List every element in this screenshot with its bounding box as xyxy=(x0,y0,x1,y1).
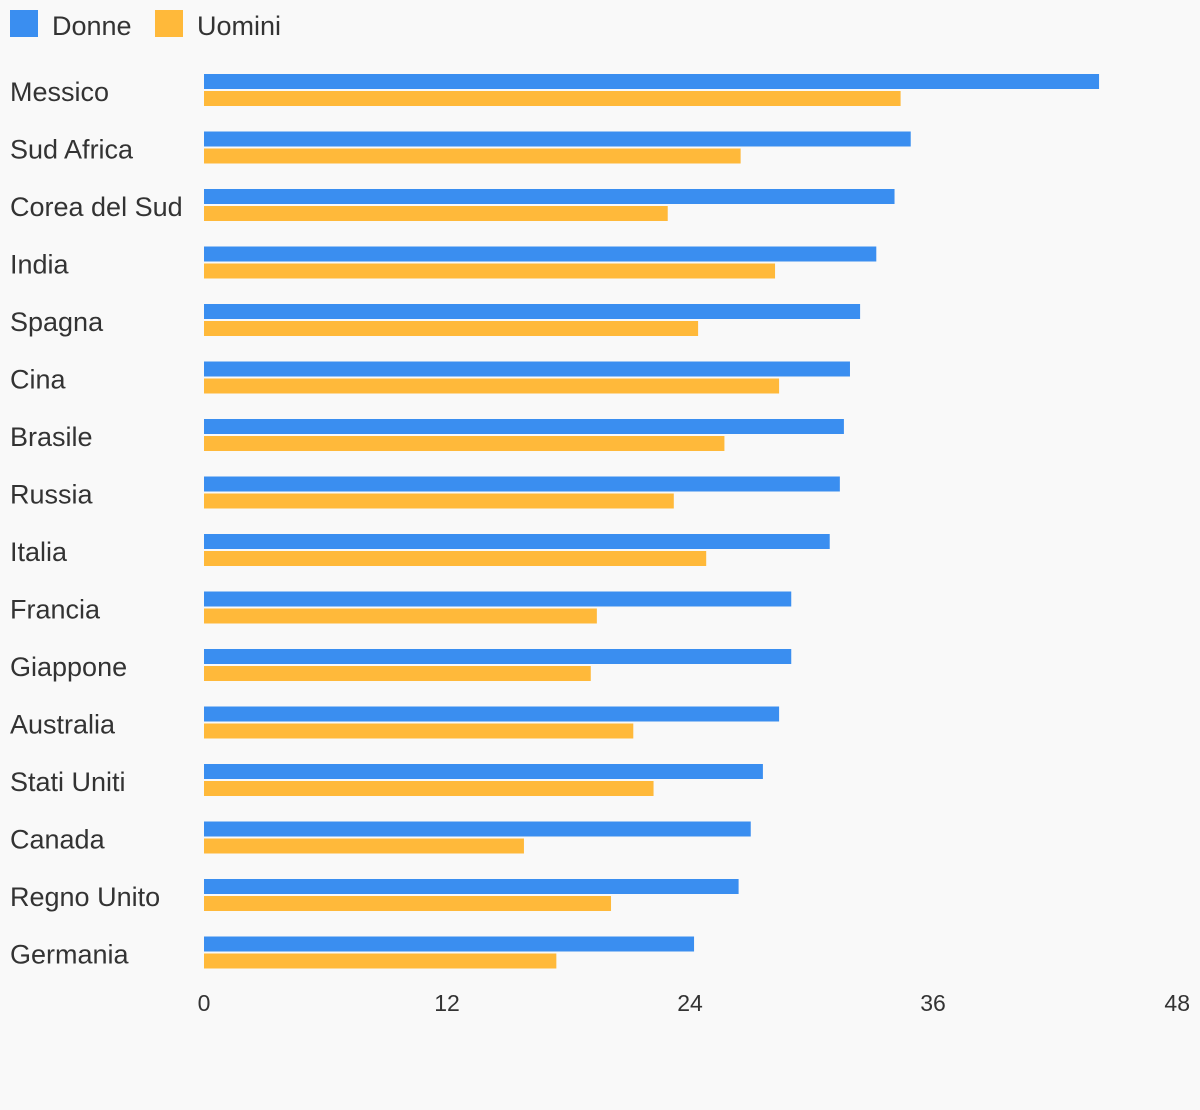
legend-label-uomini: Uomini xyxy=(197,11,281,41)
category-label: Canada xyxy=(10,825,106,855)
x-tick-label: 36 xyxy=(920,990,946,1016)
bar-uomini xyxy=(204,493,674,509)
category-labels: Messico Sud Africa Corea del Sud India Spagn… xyxy=(10,77,183,970)
bar-uomini xyxy=(204,953,557,969)
bar-donne xyxy=(204,534,830,549)
category-label: Sud Africa xyxy=(10,135,134,165)
bar-donne xyxy=(204,821,751,837)
category-label: Corea del Sud xyxy=(10,192,183,222)
x-tick-label: 48 xyxy=(1164,990,1190,1016)
bar-uomini xyxy=(204,781,654,796)
bar-uomini xyxy=(204,263,776,279)
category-label: Spagna xyxy=(10,307,104,337)
bar-uomini xyxy=(204,321,699,336)
category-label: Cina xyxy=(10,365,67,395)
bar-donne xyxy=(204,74,1100,89)
category-label: Australia xyxy=(10,710,116,740)
category-label: Russia xyxy=(10,480,94,510)
bar-uomini xyxy=(204,91,901,106)
bar-uomini xyxy=(204,551,707,566)
x-tick-label: 0 xyxy=(198,990,211,1016)
category-label: Stati Uniti xyxy=(10,767,126,797)
bar-donne xyxy=(204,591,792,607)
bar-donne xyxy=(204,764,763,779)
bar-donne xyxy=(204,131,911,147)
bar-donne xyxy=(204,706,780,722)
category-label: Messico xyxy=(10,77,109,107)
bar-donne xyxy=(204,649,792,664)
legend: Donne Uomini xyxy=(10,10,281,41)
bar-uomini xyxy=(204,436,725,451)
category-label: India xyxy=(10,250,70,280)
category-label: Italia xyxy=(10,537,68,567)
bar-donne xyxy=(204,189,895,204)
bar-donne xyxy=(204,361,850,377)
bar-uomini xyxy=(204,838,524,854)
category-label: Regno Unito xyxy=(10,882,160,912)
bar-donne xyxy=(204,419,844,434)
bar-uomini xyxy=(204,206,668,221)
legend-label-donne: Donne xyxy=(52,11,132,41)
bar-uomini xyxy=(204,723,634,739)
bar-donne xyxy=(204,246,877,262)
category-label: Francia xyxy=(10,595,101,625)
category-label: Germania xyxy=(10,940,130,970)
legend-swatch-uomini xyxy=(155,10,183,37)
category-label: Giappone xyxy=(10,652,127,682)
x-axis: 0 12 24 36 48 xyxy=(198,990,1190,1016)
bar-donne xyxy=(204,476,840,492)
bar-uomini xyxy=(204,148,741,164)
bar-donne xyxy=(204,304,861,319)
bar-uomini xyxy=(204,608,597,624)
bar-donne xyxy=(204,936,695,952)
bars-area xyxy=(204,74,1100,969)
bar-uomini xyxy=(204,378,780,394)
bar-uomini xyxy=(204,666,591,681)
category-label: Brasile xyxy=(10,422,93,452)
x-tick-label: 12 xyxy=(434,990,460,1016)
legend-swatch-donne xyxy=(10,10,38,37)
bar-uomini xyxy=(204,896,612,911)
x-tick-label: 24 xyxy=(677,990,703,1016)
bar-donne xyxy=(204,879,739,894)
